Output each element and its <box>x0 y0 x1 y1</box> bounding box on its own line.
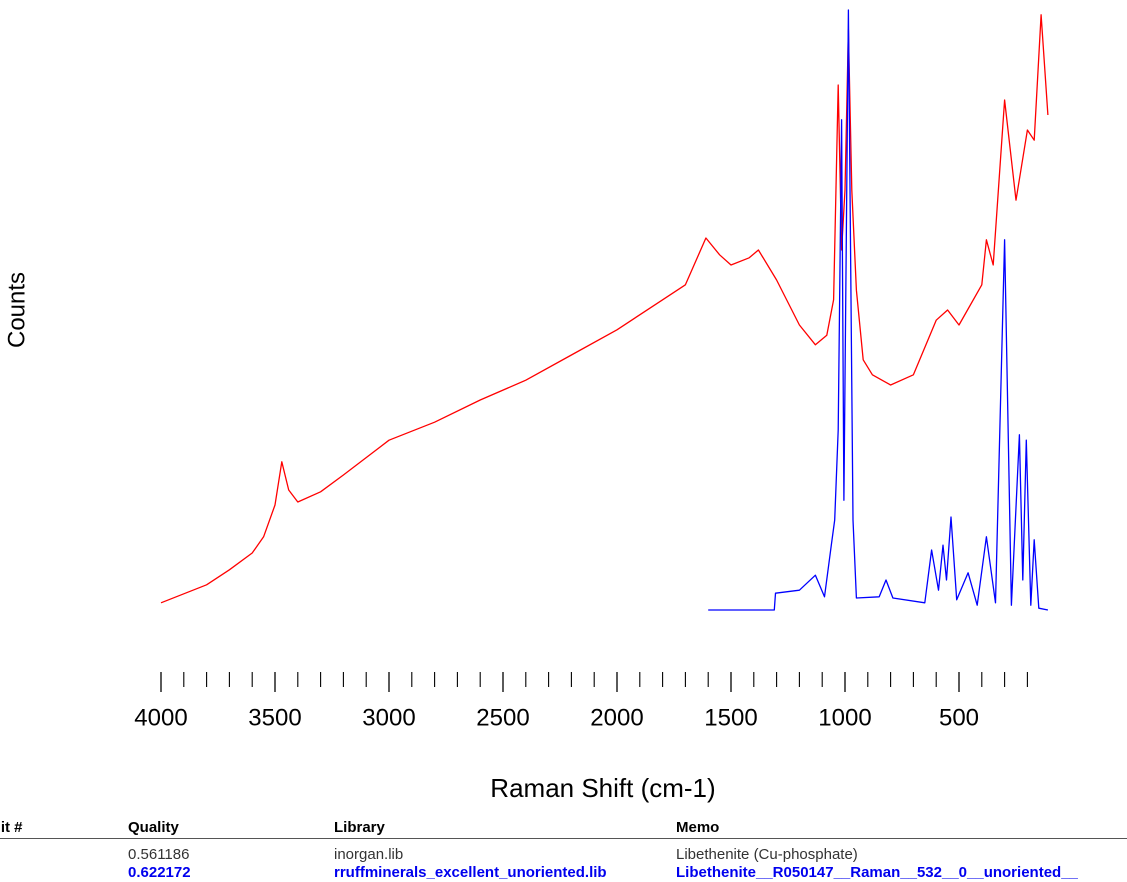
quality-cell[interactable]: 0.561186 <box>128 846 190 863</box>
chart: Raman Shift (cm-1) Counts 4000 3500 3000 25… <box>3 9 1049 803</box>
quality-cell[interactable]: 0.622172 <box>128 864 191 881</box>
spectrum-line <box>708 9 1049 611</box>
header-rule <box>0 838 1127 839</box>
x-tick-label: 3500 <box>248 704 301 731</box>
memo-cell[interactable]: Libethenite__R050147__Raman__532__0__uno… <box>676 864 1078 881</box>
x-tick-label: 2000 <box>590 704 643 731</box>
library-cell[interactable]: inorgan.lib <box>334 846 404 863</box>
header-cell: Library <box>334 819 385 836</box>
x-tick-label: 1500 <box>704 704 757 731</box>
x-tick-label: 2500 <box>476 704 529 731</box>
x-tick-label: 3000 <box>362 704 415 731</box>
results-table: Hit # Quality Library Memo 0.561186 inor… <box>0 816 1127 882</box>
memo-cell[interactable]: Libethenite (Cu-phosphate) <box>676 846 858 863</box>
header-cell: Memo <box>676 819 720 836</box>
spectrum-line <box>160 14 1049 604</box>
x-tick-label: 500 <box>939 704 979 731</box>
x-tick-label: 4000 <box>134 704 187 731</box>
y-axis-title: Counts <box>3 272 30 348</box>
library-cell[interactable]: rruffminerals_excellent_unoriented.lib <box>334 864 607 881</box>
header-cell: Quality <box>128 819 179 836</box>
x-tick-label: 1000 <box>818 704 871 731</box>
header-cell: Hit # <box>0 819 23 836</box>
x-axis-title: Raman Shift (cm-1) <box>490 773 715 803</box>
